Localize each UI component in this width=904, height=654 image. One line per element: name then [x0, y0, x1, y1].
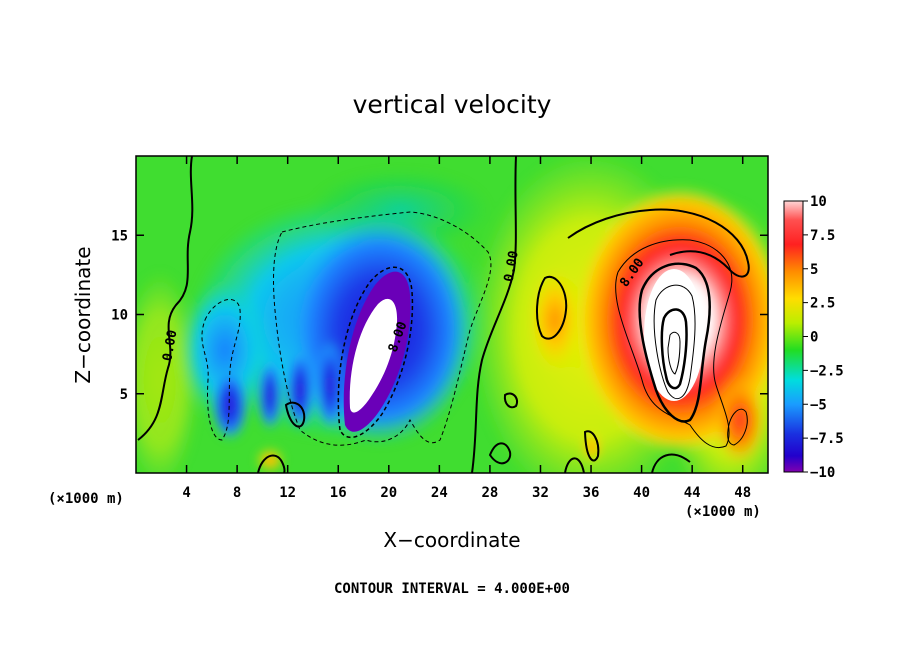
- field-downdraft-left: [212, 370, 248, 440]
- contour-label: 0.00: [502, 249, 522, 283]
- field-cyan-left: [180, 280, 270, 420]
- contour-zero-small-1: [284, 401, 306, 428]
- contour-label: 0.00: [160, 329, 180, 363]
- heatmap-field: [136, 156, 768, 473]
- colorbar-tick-label: −5: [810, 397, 827, 413]
- field-warm-small-2: [256, 448, 284, 472]
- contour-interval-note: CONTOUR INTERVAL = 4.000E+00: [334, 581, 570, 597]
- contour-pos-outer: [615, 239, 733, 448]
- x-tick-label: 20: [380, 485, 397, 501]
- x-tick-label: 8: [233, 485, 241, 501]
- field-warm-mid: [527, 265, 583, 375]
- x-tick-label: 4: [182, 485, 190, 501]
- y-axis-label: Z−coordinate: [71, 246, 95, 383]
- x-tick-label: 40: [633, 485, 650, 501]
- x-tick-label: 44: [684, 485, 701, 501]
- field-downdraft-mid1: [258, 360, 282, 430]
- x-tick-label: 32: [532, 485, 549, 501]
- x-tick-label: 16: [330, 485, 347, 501]
- x-axis-label: X−coordinate: [383, 528, 520, 552]
- contour-zero-bottom-3: [564, 457, 585, 473]
- contour-neg-left: [201, 299, 241, 441]
- colorbar-ticks: 10 7.5 5 2.5 0 −2.5 −5 −7.5 −10: [803, 194, 844, 481]
- field-red-lower-right: [714, 375, 766, 465]
- y-axis-ticks: 5 10 15: [111, 228, 768, 403]
- contour-pos-inner-1: [653, 284, 696, 400]
- contour-zero-small-3: [536, 275, 568, 340]
- field-downdraft-mid3: [316, 340, 344, 430]
- contour-zero-left: [137, 156, 194, 441]
- contour-zero-center: [471, 156, 517, 473]
- contour-pos-8: [638, 262, 711, 423]
- contour-zero-bottom-1: [257, 454, 286, 473]
- colorbar: [783, 200, 804, 473]
- contour-zero-bottom-2: [488, 442, 512, 465]
- y-tick-label: 5: [120, 387, 128, 403]
- colorbar-tick-label: −7.5: [810, 431, 844, 447]
- x-tick-label: 36: [583, 485, 600, 501]
- contour-zero-bottom-4: [651, 453, 691, 473]
- x-tick-label: 48: [734, 485, 751, 501]
- contour-neg-core: [337, 266, 414, 439]
- colorbar-tick-label: 2.5: [810, 296, 835, 312]
- contour-zero-small-4: [583, 430, 600, 462]
- colorbar-tick-label: 0: [810, 330, 818, 346]
- contour-pos-inner-2: [660, 308, 688, 390]
- colorbar-tick-label: −2.5: [810, 363, 844, 379]
- y-unit-note: (×1000 m): [685, 504, 761, 520]
- contour-neg-center: [273, 211, 492, 446]
- contours: [137, 156, 750, 473]
- contour-zero-right-lobe: [567, 208, 750, 278]
- colorbar-tick-label: −10: [810, 465, 835, 481]
- x-tick-label: 28: [481, 485, 498, 501]
- downdraft-white-core: [349, 298, 398, 413]
- colorbar-tick-label: 5: [810, 262, 818, 278]
- updraft-white-core: [644, 269, 704, 401]
- contour-pos-lower-right: [727, 408, 748, 446]
- x-tick-label: 12: [279, 485, 296, 501]
- chart-title: vertical velocity: [353, 90, 552, 119]
- x-unit-note: (×1000 m): [48, 491, 124, 507]
- x-axis-ticks: 4 8 12 16 20 24 28 32 36 40 44 48: [182, 156, 751, 501]
- y-tick-label: 15: [111, 228, 128, 244]
- contour-zero-small-2: [503, 392, 518, 409]
- y-tick-label: 10: [111, 308, 128, 324]
- field-downdraft-mid2: [286, 350, 314, 430]
- colorbar-tick-label: 7.5: [810, 228, 835, 244]
- colorbar-tick-label: 10: [810, 194, 827, 210]
- contour-pos-inner-3: [667, 331, 681, 375]
- x-tick-label: 24: [431, 485, 448, 501]
